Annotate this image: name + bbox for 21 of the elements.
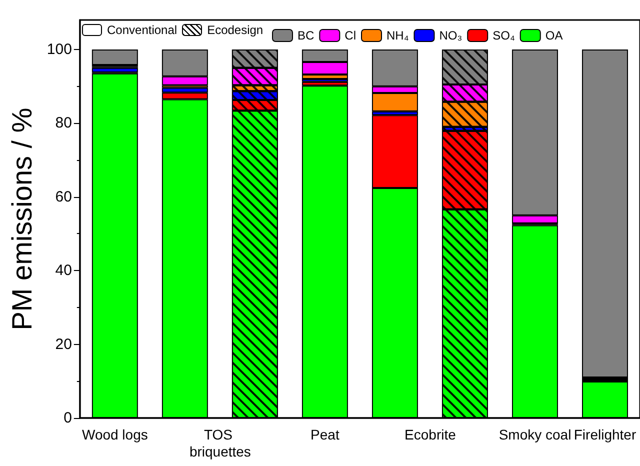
- legend-label: NH₄: [386, 28, 409, 42]
- y-tick-label: 80: [55, 114, 72, 132]
- legend-label: OA: [545, 28, 563, 42]
- legend-label: SO₄: [492, 28, 515, 42]
- y-tick-label: 0: [64, 410, 72, 426]
- y-tick-label: 100: [46, 40, 72, 58]
- x-tick-label: Smoky coal: [498, 426, 572, 442]
- x-tick-label: Peat: [310, 426, 340, 442]
- annotation: Ecodesign: [207, 22, 264, 38]
- y-tick-label: 60: [55, 188, 72, 206]
- y-tick-label: 40: [55, 262, 72, 280]
- legend-label: Cl: [344, 28, 356, 42]
- y-tick-label: 20: [55, 336, 72, 353]
- legend-label: BC: [298, 28, 315, 42]
- legend-label: NO₃: [439, 28, 462, 42]
- x-tick-label: Firelighter: [574, 426, 636, 442]
- x-tick-label: Ecobrite: [404, 426, 456, 442]
- x-tick-label: TOS briquettes: [189, 426, 251, 460]
- annotation: Conventional: [107, 22, 178, 38]
- x-tick-label: Wood logs: [82, 426, 148, 442]
- y-axis-title: PM emissions / %: [6, 108, 38, 330]
